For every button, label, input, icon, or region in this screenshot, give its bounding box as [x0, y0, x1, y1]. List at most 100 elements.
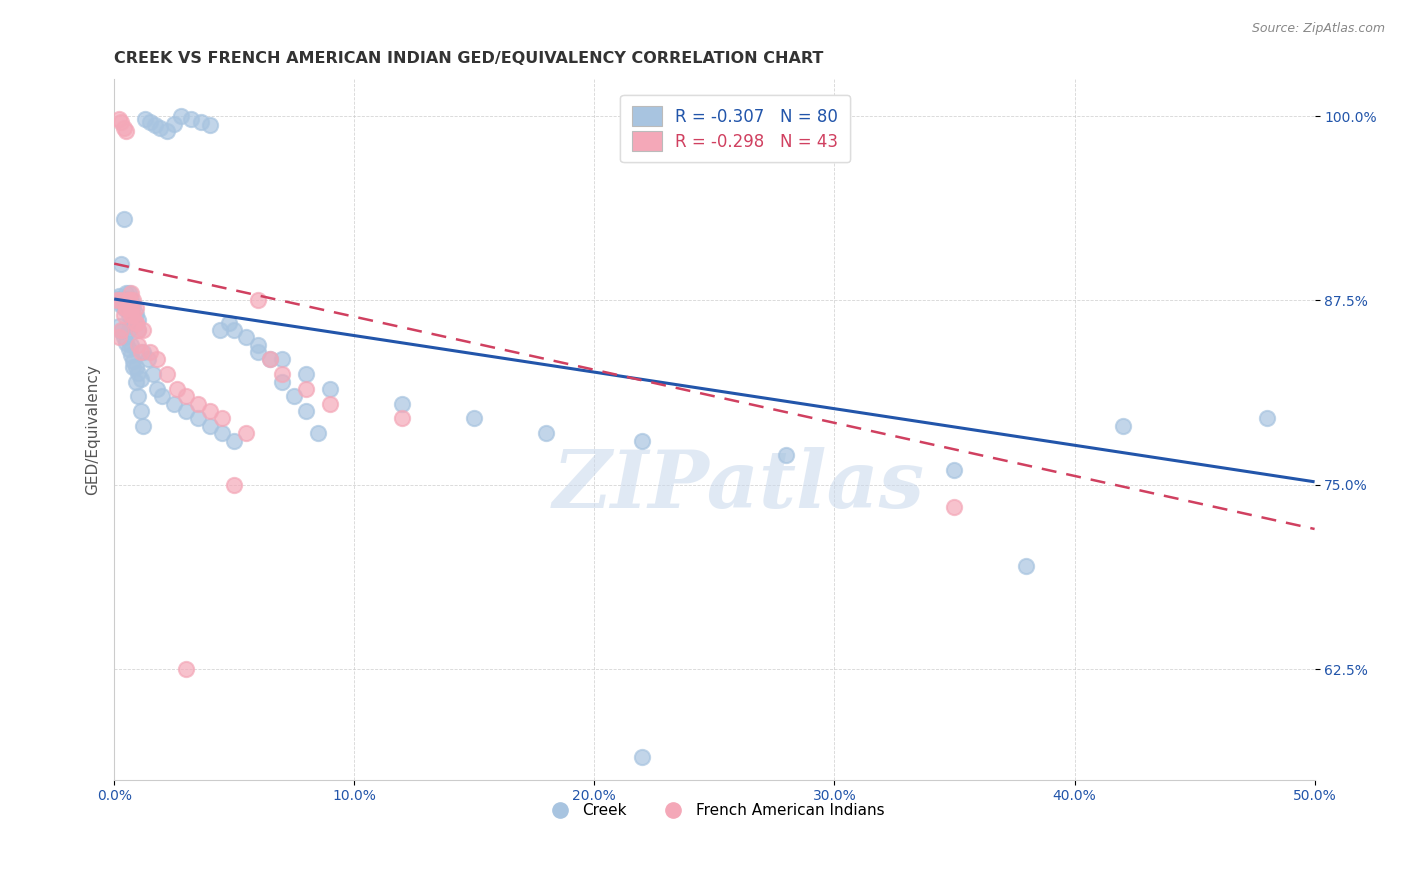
Point	[125, 359, 148, 374]
Point	[146, 352, 169, 367]
Point	[149, 120, 172, 135]
Point	[122, 316, 145, 330]
Point	[127, 366, 149, 380]
Point	[125, 316, 148, 330]
Point	[122, 354, 145, 368]
Point	[127, 323, 149, 337]
Point	[156, 124, 179, 138]
Point	[110, 257, 132, 271]
Legend: Creek, French American Indians: Creek, French American Indians	[538, 797, 890, 824]
Point	[108, 112, 131, 127]
Point	[247, 345, 270, 359]
Text: CREEK VS FRENCH AMERICAN INDIAN GED/EQUIVALENCY CORRELATION CHART: CREEK VS FRENCH AMERICAN INDIAN GED/EQUI…	[114, 51, 824, 66]
Point	[117, 342, 139, 356]
Point	[1111, 418, 1133, 433]
Point	[259, 352, 281, 367]
Point	[115, 292, 138, 306]
Point	[235, 426, 257, 441]
Point	[117, 323, 139, 337]
Point	[200, 418, 222, 433]
Point	[224, 434, 246, 448]
Y-axis label: GED/Equivalency: GED/Equivalency	[86, 364, 100, 495]
Point	[108, 330, 131, 344]
Point	[463, 411, 485, 425]
Point	[117, 293, 139, 308]
Point	[174, 389, 197, 403]
Point	[1256, 411, 1278, 425]
Point	[174, 662, 197, 676]
Point	[200, 404, 222, 418]
Point	[112, 295, 135, 310]
Point	[259, 352, 281, 367]
Point	[142, 367, 165, 381]
Point	[120, 293, 142, 308]
Point	[120, 308, 142, 322]
Point	[211, 411, 233, 425]
Text: Source: ZipAtlas.com: Source: ZipAtlas.com	[1251, 22, 1385, 36]
Point	[129, 345, 152, 359]
Point	[295, 367, 318, 381]
Point	[112, 308, 135, 322]
Point	[115, 124, 138, 138]
Point	[127, 312, 149, 326]
Point	[132, 345, 155, 359]
Text: ZIPatlas: ZIPatlas	[553, 447, 925, 524]
Point	[122, 359, 145, 374]
Point	[187, 397, 209, 411]
Point	[208, 323, 231, 337]
Point	[190, 115, 212, 129]
Point	[110, 323, 132, 337]
Point	[127, 337, 149, 351]
Point	[295, 382, 318, 396]
Point	[307, 426, 329, 441]
Point	[271, 367, 294, 381]
Point	[122, 308, 145, 322]
Point	[235, 330, 257, 344]
Point	[105, 293, 128, 308]
Point	[115, 301, 138, 315]
Point	[110, 293, 132, 308]
Point	[105, 292, 128, 306]
Point	[120, 301, 142, 315]
Point	[117, 293, 139, 308]
Point	[136, 352, 159, 367]
Point	[108, 318, 131, 333]
Point	[150, 389, 173, 403]
Point	[631, 434, 654, 448]
Point	[112, 212, 135, 227]
Point	[775, 448, 797, 462]
Point	[187, 411, 209, 425]
Point	[163, 397, 186, 411]
Point	[120, 348, 142, 362]
Point	[120, 337, 142, 351]
Point	[125, 316, 148, 330]
Point	[943, 463, 966, 477]
Point	[211, 426, 233, 441]
Point	[295, 404, 318, 418]
Point	[166, 382, 188, 396]
Point	[110, 325, 132, 339]
Point	[127, 389, 149, 403]
Point	[247, 337, 270, 351]
Point	[129, 371, 152, 385]
Point	[174, 404, 197, 418]
Point	[146, 382, 169, 396]
Point	[139, 345, 162, 359]
Point	[112, 120, 135, 135]
Point	[143, 118, 166, 132]
Point	[108, 289, 131, 303]
Point	[112, 301, 135, 315]
Point	[108, 293, 131, 308]
Point	[163, 117, 186, 131]
Point	[115, 301, 138, 315]
Point	[180, 112, 202, 127]
Point	[224, 323, 246, 337]
Point	[391, 397, 413, 411]
Point	[139, 115, 162, 129]
Point	[122, 299, 145, 313]
Point	[110, 115, 132, 129]
Point	[943, 500, 966, 514]
Point	[112, 330, 135, 344]
Point	[132, 323, 155, 337]
Point	[319, 397, 342, 411]
